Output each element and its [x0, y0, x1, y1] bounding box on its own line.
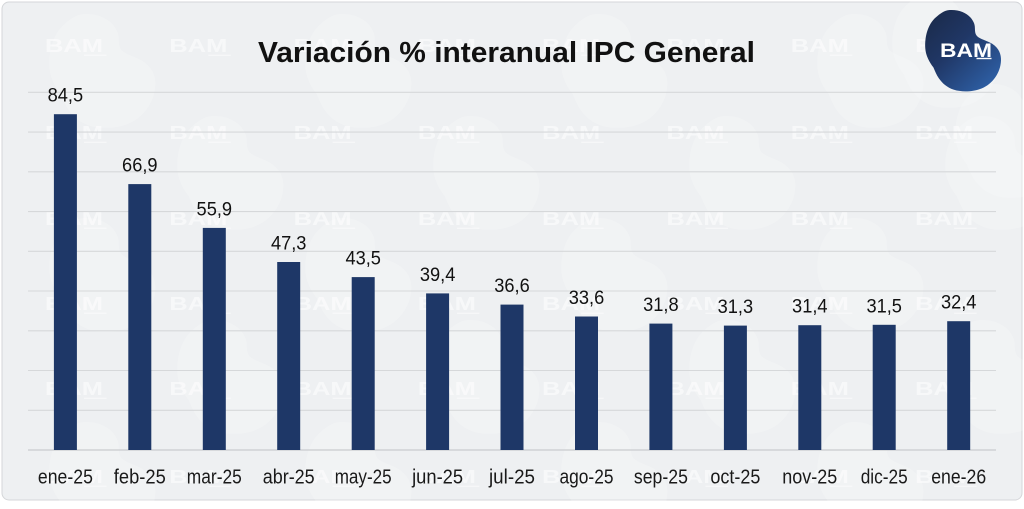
svg-text:BAM: BAM [542, 293, 600, 314]
svg-text:84,5: 84,5 [48, 85, 84, 107]
svg-text:43,5: 43,5 [345, 248, 381, 270]
svg-text:BAM: BAM [45, 35, 103, 56]
svg-text:BAM: BAM [294, 293, 352, 314]
svg-text:BAM: BAM [940, 41, 992, 62]
svg-text:66,9: 66,9 [122, 155, 158, 177]
svg-text:feb-25: feb-25 [114, 467, 166, 489]
svg-text:BAM: BAM [542, 466, 600, 487]
svg-text:BAM: BAM [915, 208, 973, 229]
svg-text:BAM: BAM [542, 35, 600, 56]
svg-text:BAM: BAM [418, 208, 476, 229]
svg-text:BAM: BAM [45, 466, 103, 487]
svg-text:55,9: 55,9 [197, 198, 233, 220]
svg-text:BAM: BAM [418, 35, 476, 56]
svg-text:BAM: BAM [791, 35, 849, 56]
svg-text:ene-26: ene-26 [931, 467, 986, 489]
svg-text:ene-25: ene-25 [38, 467, 93, 489]
svg-text:BAM: BAM [915, 466, 973, 487]
svg-text:BAM: BAM [169, 35, 227, 56]
svg-text:sep-25: sep-25 [634, 467, 688, 489]
svg-text:BAM: BAM [294, 208, 352, 229]
svg-text:BAM: BAM [791, 293, 849, 314]
svg-text:BAM: BAM [667, 208, 725, 229]
svg-text:ago-25: ago-25 [560, 467, 614, 489]
svg-text:BAM: BAM [294, 35, 352, 56]
svg-text:abr-25: abr-25 [263, 467, 315, 489]
svg-text:32,4: 32,4 [941, 292, 977, 314]
svg-text:31,8: 31,8 [643, 294, 679, 316]
svg-text:Variación % interanual IPC Gen: Variación % interanual IPC General [258, 37, 755, 69]
svg-text:39,4: 39,4 [420, 264, 456, 286]
svg-text:jun-25: jun-25 [411, 467, 463, 489]
svg-text:BAM: BAM [915, 293, 973, 314]
svg-text:jul-25: jul-25 [488, 467, 535, 489]
svg-text:may-25: may-25 [335, 467, 392, 489]
svg-text:nov-25: nov-25 [782, 467, 837, 489]
svg-text:BAM: BAM [791, 208, 849, 229]
svg-text:31,4: 31,4 [792, 296, 828, 318]
svg-text:BAM: BAM [294, 466, 352, 487]
svg-text:31,5: 31,5 [866, 295, 902, 317]
svg-text:oct-25: oct-25 [710, 467, 760, 489]
svg-text:BAM: BAM [667, 466, 725, 487]
svg-text:BAM: BAM [791, 466, 849, 487]
svg-text:mar-25: mar-25 [187, 467, 242, 489]
svg-text:BAM: BAM [169, 208, 227, 229]
svg-text:dic-25: dic-25 [861, 467, 908, 489]
svg-text:BAM: BAM [667, 293, 725, 314]
svg-text:47,3: 47,3 [271, 233, 307, 255]
svg-text:BAM: BAM [542, 208, 600, 229]
svg-text:36,6: 36,6 [494, 275, 530, 297]
svg-text:BAM: BAM [667, 35, 725, 56]
svg-text:BAM: BAM [169, 466, 227, 487]
svg-text:BAM: BAM [418, 466, 476, 487]
svg-text:33,6: 33,6 [569, 287, 605, 309]
svg-text:BAM: BAM [667, 378, 725, 399]
svg-text:31,3: 31,3 [718, 296, 754, 318]
svg-text:BAM: BAM [294, 378, 352, 399]
